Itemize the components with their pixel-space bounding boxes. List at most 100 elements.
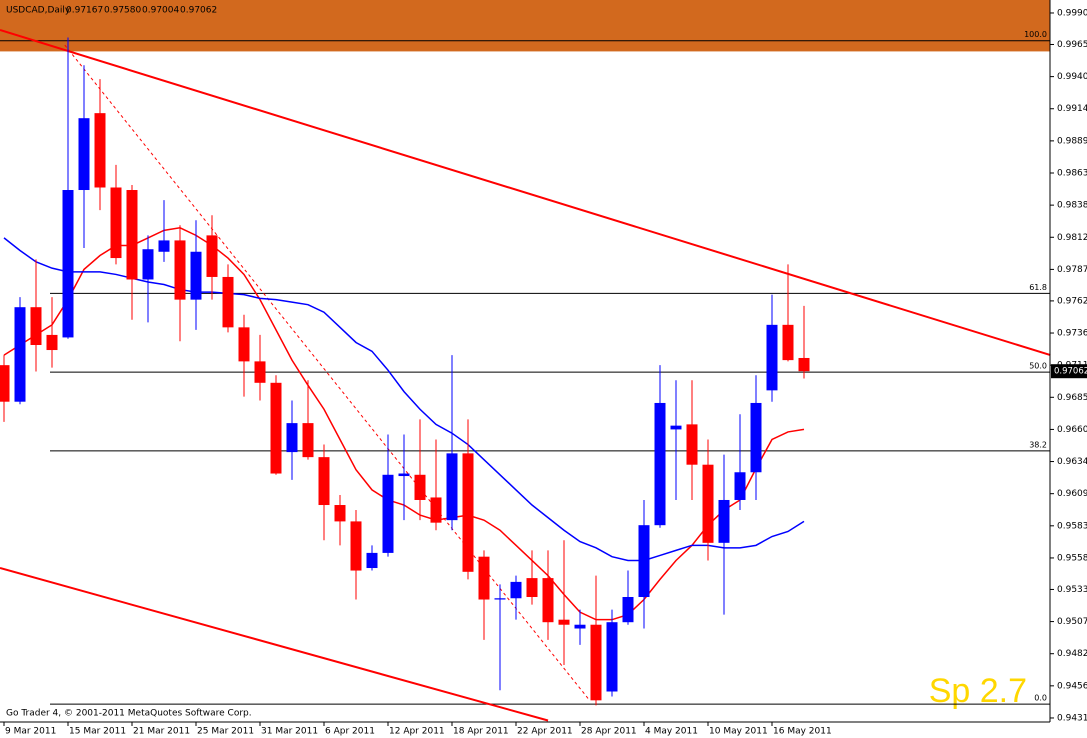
- candle-body: [622, 597, 634, 623]
- candle-body: [542, 578, 554, 623]
- x-tick-label: 6 Apr 2011: [325, 727, 375, 737]
- candle-body: [190, 251, 202, 300]
- candle-body: [446, 453, 458, 521]
- candle-body: [478, 556, 490, 600]
- fib-label: 100.0: [1024, 30, 1047, 39]
- header-high: 0.97580: [104, 6, 141, 16]
- candle-body: [462, 453, 474, 572]
- candle-body: [558, 619, 570, 625]
- y-tick-label: 0.94565: [1057, 681, 1087, 691]
- y-tick-label: 0.96345: [1057, 457, 1087, 467]
- candle-body: [750, 402, 762, 473]
- y-tick-label: 0.99655: [1057, 40, 1087, 50]
- candle-body: [702, 464, 714, 543]
- y-tick-label: 0.97365: [1057, 329, 1087, 339]
- fib-label: 38.2: [1029, 440, 1047, 449]
- candle-body: [14, 307, 26, 402]
- candle-body: [142, 249, 154, 280]
- copyright: Go Trader 4, © 2001-2011 MetaQuotes Soft…: [6, 709, 252, 719]
- candle-body: [126, 190, 138, 280]
- candle-body: [238, 327, 250, 362]
- candle-body: [606, 622, 618, 692]
- y-tick-label: 0.95075: [1057, 617, 1087, 627]
- candle-body: [318, 457, 330, 506]
- candle-body: [574, 624, 586, 629]
- y-tick-label: 0.99905: [1057, 8, 1087, 18]
- x-tick-label: 22 Apr 2011: [517, 727, 573, 737]
- candle-body: [302, 423, 314, 458]
- x-tick-label: 31 Mar 2011: [261, 727, 318, 737]
- y-tick-label: 0.96855: [1057, 393, 1087, 403]
- candle-body: [670, 425, 682, 430]
- x-tick-label: 18 Apr 2011: [453, 727, 509, 737]
- candle-body: [206, 235, 218, 277]
- candle-body: [30, 307, 42, 345]
- candle-body: [686, 424, 698, 465]
- candle-body: [366, 552, 378, 569]
- fib-label: 61.8: [1029, 283, 1047, 292]
- x-tick-label: 28 Apr 2011: [581, 727, 637, 737]
- candle-body: [526, 578, 538, 598]
- candle-body: [110, 187, 122, 259]
- candle-body: [94, 113, 106, 188]
- x-tick-label: 4 May 2011: [645, 727, 698, 737]
- candle-body: [654, 402, 666, 526]
- chart-title: USDCAD,Daily: [6, 6, 71, 16]
- candle-body: [766, 324, 778, 391]
- candle-body: [638, 525, 650, 598]
- fib-label: 0.0: [1034, 694, 1047, 703]
- candle-body: [414, 474, 426, 500]
- candle-body: [222, 276, 234, 328]
- candle-body: [46, 334, 58, 351]
- candle-body: [174, 240, 186, 300]
- zone: [0, 0, 1050, 52]
- x-tick-label: 15 Mar 2011: [69, 727, 126, 737]
- trendline: [0, 29, 1051, 357]
- candle-body: [62, 190, 74, 338]
- candle-body: [734, 472, 746, 500]
- candle-body: [334, 505, 346, 522]
- y-tick-label: 0.98125: [1057, 233, 1087, 243]
- candle-body: [0, 365, 10, 402]
- candle-body: [494, 598, 506, 600]
- x-tick-label: 21 Mar 2011: [133, 727, 190, 737]
- candle-body: [430, 497, 442, 523]
- header-low: 0.97004: [142, 6, 179, 16]
- header-close: 0.97062: [180, 6, 217, 16]
- candle-body: [510, 581, 522, 599]
- price-marker: [1051, 364, 1087, 379]
- y-tick-label: 0.99145: [1057, 104, 1087, 114]
- candle-body: [270, 382, 282, 474]
- candle-body: [798, 357, 810, 372]
- candle-body: [782, 324, 794, 361]
- x-tick-label: 16 May 2011: [773, 727, 832, 737]
- candle-body: [254, 361, 266, 383]
- candle-body: [286, 423, 298, 453]
- price-marker-label: 0.97062: [1054, 367, 1087, 377]
- candle-body: [398, 473, 410, 477]
- x-tick-label: 12 Apr 2011: [389, 727, 445, 737]
- trendline: [64, 44, 590, 701]
- x-tick-label: 25 Mar 2011: [197, 727, 254, 737]
- x-tick-label: 10 May 2011: [709, 727, 768, 737]
- candle-body: [382, 474, 394, 553]
- candle-body: [718, 499, 730, 543]
- candle-body: [350, 521, 362, 571]
- candle-body: [590, 624, 602, 701]
- y-tick-label: 0.95835: [1057, 521, 1087, 531]
- moving-average: [3, 237, 805, 562]
- header-open: 0.97167: [66, 6, 103, 16]
